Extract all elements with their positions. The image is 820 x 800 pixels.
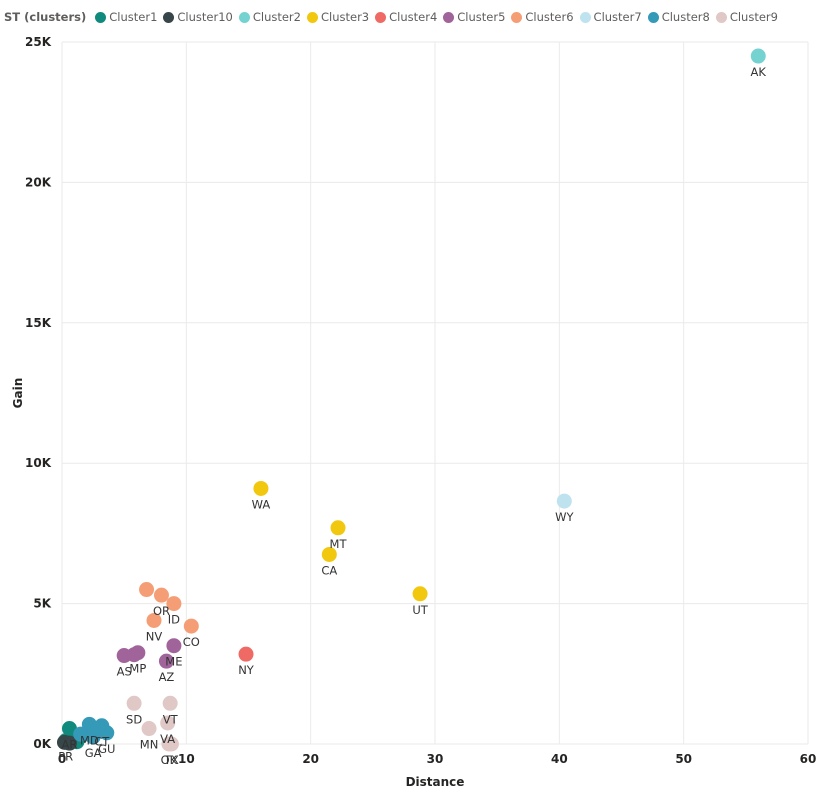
data-point[interactable]	[412, 586, 428, 602]
data-point[interactable]	[321, 546, 337, 562]
data-point[interactable]	[153, 587, 169, 603]
legend-label: Cluster10	[177, 10, 233, 24]
point-label: NY	[238, 663, 255, 677]
data-point[interactable]	[61, 735, 77, 751]
y-tick-label: 15K	[25, 316, 52, 330]
legend-swatch	[647, 11, 659, 23]
legend-label: Cluster1	[109, 10, 158, 24]
data-point[interactable]	[161, 736, 177, 752]
legend-label: Cluster7	[593, 10, 642, 24]
point-label: NV	[146, 629, 163, 643]
legend-label: Cluster8	[661, 10, 710, 24]
legend: ST (clusters) Cluster1 Cluster10 Cluster2 C…	[4, 8, 784, 26]
data-point[interactable]	[162, 695, 178, 711]
point-label: CO	[183, 635, 200, 649]
point-label: AK	[751, 65, 767, 79]
point-label: MN	[140, 738, 159, 752]
data-point[interactable]	[139, 582, 155, 598]
legend-label: Cluster9	[729, 10, 778, 24]
x-axis-title: Distance	[406, 775, 465, 789]
legend-item[interactable]: Cluster1	[95, 10, 157, 24]
data-point[interactable]	[126, 647, 142, 663]
point-label: ID	[168, 613, 180, 627]
point-label: WY	[555, 510, 574, 524]
legend-swatch	[579, 11, 591, 23]
legend-item[interactable]: Cluster7	[579, 10, 642, 24]
point-label: PR	[58, 750, 73, 764]
y-axis-title: Gain	[11, 378, 25, 409]
data-point[interactable]	[90, 721, 106, 737]
point-label: CT	[94, 735, 110, 749]
point-label: AS	[117, 665, 132, 679]
legend-item[interactable]: Cluster5	[443, 10, 505, 24]
data-point[interactable]	[158, 653, 174, 669]
legend-item[interactable]: Cluster10	[163, 10, 233, 24]
data-point[interactable]	[160, 715, 176, 731]
legend-label: Cluster5	[457, 10, 506, 24]
point-label: MT	[330, 537, 348, 551]
point-label: TX	[163, 753, 179, 767]
legend-item[interactable]: Cluster8	[647, 10, 710, 24]
data-point[interactable]	[73, 726, 89, 742]
legend-swatch	[715, 11, 727, 23]
data-point[interactable]	[146, 612, 162, 628]
legend-item[interactable]: Cluster2	[238, 10, 301, 24]
data-point[interactable]	[166, 638, 182, 654]
point-label: UT	[412, 603, 428, 617]
point-label: OK	[161, 753, 178, 767]
y-tick-label: 0K	[33, 737, 51, 751]
y-tick-label: 10K	[25, 456, 52, 470]
legend-label: Cluster6	[525, 10, 574, 24]
legend-item[interactable]: Cluster6	[511, 10, 574, 24]
point-label: GU	[98, 742, 115, 756]
legend-label: Cluster3	[320, 10, 370, 24]
point-label: OR	[153, 604, 170, 618]
legend-swatch	[238, 11, 250, 23]
x-tick-label: 0	[58, 752, 66, 766]
point-label: GA	[85, 746, 102, 760]
point-label: AZ	[159, 670, 175, 684]
legend-item[interactable]: Cluster3	[306, 10, 370, 24]
legend-label: Cluster2	[252, 10, 301, 24]
data-point[interactable]	[141, 721, 157, 737]
x-tick-label: 20	[302, 752, 319, 766]
x-tick-label: 10	[178, 752, 195, 766]
point-label: VA	[160, 732, 175, 746]
x-tick-label: 50	[675, 752, 692, 766]
data-point[interactable]	[166, 596, 182, 612]
legend-swatch	[375, 11, 387, 23]
data-point[interactable]	[183, 618, 199, 634]
legend-item[interactable]: Cluster9	[715, 10, 778, 24]
point-label: CA	[321, 563, 337, 577]
data-point[interactable]	[253, 480, 269, 496]
legend-swatch	[163, 11, 175, 23]
point-label: WA	[252, 497, 271, 511]
legend-swatch	[306, 11, 318, 23]
y-tick-label: 5K	[33, 597, 51, 611]
point-label: ME	[165, 655, 182, 669]
legend-swatch	[95, 11, 107, 23]
x-tick-label: 40	[551, 752, 568, 766]
data-point[interactable]	[750, 48, 766, 64]
legend-swatch	[511, 11, 523, 23]
data-point[interactable]	[556, 493, 572, 509]
point-label: MP	[129, 662, 146, 676]
x-tick-label: 30	[427, 752, 444, 766]
data-point[interactable]	[126, 695, 142, 711]
point-label: AR	[62, 738, 78, 752]
legend-swatch	[443, 11, 455, 23]
legend-label: Cluster4	[389, 10, 438, 24]
legend-item[interactable]: Cluster4	[375, 10, 437, 24]
y-tick-label: 25K	[25, 35, 52, 49]
point-label: MD	[80, 733, 99, 747]
data-point[interactable]	[238, 646, 254, 662]
point-label: VT	[163, 712, 179, 726]
legend-title: ST (clusters)	[4, 10, 87, 24]
y-tick-label: 20K	[25, 175, 52, 189]
data-point[interactable]	[330, 520, 346, 536]
x-tick-label: 60	[800, 752, 817, 766]
point-label: SD	[126, 712, 142, 726]
